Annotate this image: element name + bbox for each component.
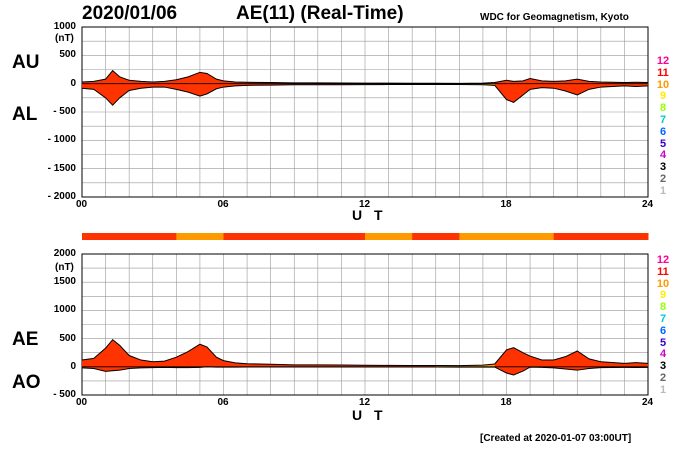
legend-station-count: 6 bbox=[659, 324, 667, 337]
legend-station-count: 3 bbox=[659, 161, 667, 174]
plot-frame bbox=[81, 26, 649, 198]
legend-station-count: 2 bbox=[659, 372, 667, 384]
legend-station-count: 4 bbox=[659, 348, 667, 361]
ytick-label: - 2000 bbox=[47, 191, 76, 202]
station-count-bar-segment bbox=[459, 233, 507, 240]
ytick-label: 500 bbox=[59, 49, 76, 61]
ytick-label: - 500 bbox=[53, 106, 76, 117]
station-count-bar-segment bbox=[412, 233, 460, 240]
xtick-label: 06 bbox=[217, 199, 229, 210]
bottom-xaxis-label: U T bbox=[352, 407, 387, 423]
station-count-bar-segment bbox=[129, 233, 177, 240]
xtick-label: 24 bbox=[642, 397, 654, 408]
xtick-label: 12 bbox=[359, 397, 371, 408]
legend-station-count: 10 bbox=[656, 277, 670, 290]
ytick-label: 0 bbox=[70, 77, 76, 89]
au-label: AU bbox=[12, 52, 40, 73]
station-count-bar-segment bbox=[506, 233, 555, 240]
station-count-bar-segment bbox=[176, 233, 224, 240]
ae-series-line bbox=[81, 339, 649, 367]
au-al-band bbox=[82, 70, 648, 106]
xtick-label: 00 bbox=[76, 199, 88, 210]
au-series-line bbox=[81, 69, 649, 84]
ae-label: AE bbox=[12, 329, 39, 350]
legend-station-count: 8 bbox=[659, 102, 667, 115]
ytick-label: 2000 bbox=[53, 248, 76, 259]
chart-title: AE(11) (Real-Time) bbox=[236, 3, 404, 24]
legend-station-count: 11 bbox=[657, 66, 669, 79]
legend-station-count: 9 bbox=[659, 289, 667, 302]
plot-frame bbox=[81, 253, 649, 396]
station-count-bar-segment bbox=[82, 233, 130, 240]
ytick-label: 1000 bbox=[53, 304, 76, 316]
xtick-label: 24 bbox=[642, 199, 654, 210]
legend-station-count: 12 bbox=[656, 254, 670, 266]
ytick-label: - 1000 bbox=[47, 134, 76, 146]
legend-station-count: 4 bbox=[659, 149, 667, 162]
station-count-bar-segment bbox=[600, 233, 649, 240]
xtick-label: 18 bbox=[500, 397, 512, 408]
legend-station-count: 10 bbox=[656, 78, 670, 91]
station-count-bar-segment bbox=[553, 233, 602, 240]
ytick-label: 1000 bbox=[53, 21, 76, 32]
legend-station-count: 1 bbox=[659, 383, 667, 396]
ytick-label: - 500 bbox=[53, 389, 76, 400]
legend-station-count: 11 bbox=[657, 265, 669, 278]
station-count-bar-segment bbox=[365, 233, 413, 240]
created-timestamp: [Created at 2020-01-07 03:00UT] bbox=[480, 433, 632, 444]
bottom-unit-label: (nT) bbox=[55, 262, 74, 273]
legend-station-count: 5 bbox=[659, 336, 667, 349]
ytick-label: - 1500 bbox=[47, 162, 76, 174]
legend-station-count: 12 bbox=[656, 55, 670, 67]
ytick-label: 0 bbox=[70, 360, 76, 372]
legend-station-count: 8 bbox=[659, 301, 667, 314]
ao-label: AO bbox=[12, 372, 41, 393]
top-xaxis-label: U T bbox=[352, 207, 387, 223]
top-unit-label: (nT) bbox=[55, 33, 74, 44]
legend-station-count: 3 bbox=[659, 360, 667, 373]
date-title: 2020/01/06 bbox=[82, 3, 178, 24]
al-series-line bbox=[81, 84, 649, 106]
legend-station-count: 9 bbox=[659, 90, 667, 103]
al-label: AL bbox=[12, 104, 38, 125]
xtick-label: 12 bbox=[359, 199, 371, 210]
station-count-bar-segment bbox=[223, 233, 272, 240]
legend-station-count: 2 bbox=[659, 173, 667, 185]
xtick-label: 00 bbox=[76, 397, 88, 408]
ytick-label: 1500 bbox=[53, 276, 76, 288]
station-count-bar-segment bbox=[317, 233, 366, 240]
ytick-label: 500 bbox=[59, 332, 76, 344]
legend-station-count: 7 bbox=[659, 114, 667, 126]
legend-station-count: 5 bbox=[659, 137, 667, 150]
data-source: WDC for Geomagnetism, Kyoto bbox=[480, 12, 629, 23]
ae-ao-band bbox=[82, 339, 648, 375]
legend-station-count: 6 bbox=[659, 125, 667, 138]
legend-station-count: 1 bbox=[659, 184, 667, 197]
legend-station-count: 7 bbox=[659, 313, 667, 325]
station-count-bar-segment bbox=[270, 233, 319, 240]
xtick-label: 06 bbox=[217, 397, 229, 408]
xtick-label: 18 bbox=[500, 199, 512, 210]
